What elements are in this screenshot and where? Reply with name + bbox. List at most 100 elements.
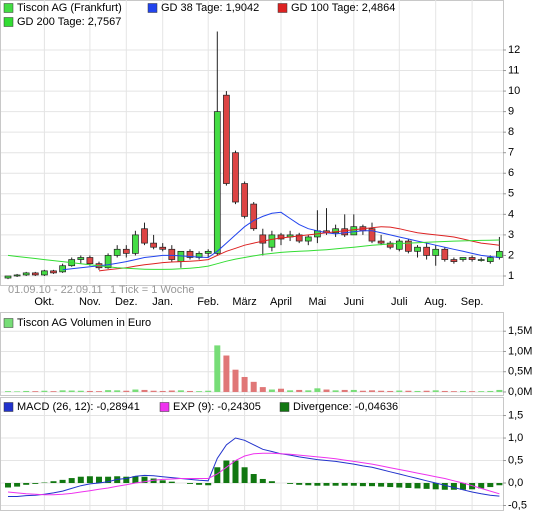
volume-bar — [305, 390, 312, 392]
divergence-bar — [496, 483, 503, 486]
volume-bar — [150, 390, 157, 392]
candle-body — [132, 234, 139, 254]
volume-bar — [187, 390, 193, 392]
divergence-bar — [460, 483, 466, 490]
volume-bar — [432, 390, 439, 392]
candle-body — [295, 234, 303, 242]
divergence-bar — [441, 483, 448, 490]
candle-body — [486, 257, 494, 262]
divergence-bar — [196, 483, 203, 485]
legend-label: MACD (26, 12): -0,28941 — [17, 401, 140, 413]
volume-bar — [14, 391, 21, 392]
volume-bar — [105, 390, 112, 392]
volume-bar — [86, 390, 93, 392]
divergence-bar — [168, 481, 175, 484]
candle-body — [232, 152, 239, 203]
candle-body — [31, 272, 39, 276]
y-tick-label: 8 — [508, 126, 514, 138]
volume-bar — [268, 389, 275, 392]
volume-bar — [359, 390, 366, 392]
divergence-bar — [86, 476, 93, 484]
divergence-bar — [59, 479, 66, 484]
volume-bar — [141, 389, 148, 392]
volume-bar — [168, 390, 175, 392]
divergence-bar — [241, 467, 248, 484]
divergence-bar — [369, 483, 375, 487]
candle-body — [441, 248, 449, 260]
volume-bar — [287, 390, 294, 392]
divergence-bar — [305, 483, 312, 486]
volume-bar — [50, 391, 57, 392]
candle-body — [150, 242, 157, 248]
volume-bar — [223, 355, 230, 392]
y-tick-label: 11 — [508, 64, 519, 76]
volume-bar — [414, 390, 421, 392]
volume-bar — [396, 390, 403, 392]
divergence-bar — [268, 481, 275, 484]
divergence-bar — [96, 476, 102, 484]
divergence-bar — [14, 483, 21, 487]
divergence-bar — [387, 483, 394, 488]
divergence-bar — [132, 476, 139, 484]
y-tick-label: 1,5M — [508, 325, 532, 337]
x-tick-label: Feb. — [197, 296, 219, 308]
candle-body — [204, 250, 212, 254]
divergence-bar — [105, 476, 112, 484]
candle-body — [304, 236, 312, 242]
line — [7, 452, 500, 496]
legend-swatch — [3, 17, 14, 27]
y-tick-label: 10 — [508, 85, 520, 97]
divergence-bar — [341, 483, 348, 486]
legend-label: GD 200 Tage: 2,7567 — [17, 16, 121, 28]
candle-body — [186, 250, 194, 258]
volume-bar — [450, 391, 457, 392]
volume-bar — [250, 381, 257, 392]
legend-label: EXP (9): -0,24305 — [173, 401, 261, 413]
candle-body — [159, 246, 167, 250]
macd-panel — [0, 397, 504, 511]
candle-body — [477, 259, 485, 261]
divergence-bar — [450, 483, 457, 490]
divergence-bar — [332, 483, 339, 486]
divergence-bar — [187, 483, 193, 484]
divergence-bar — [32, 483, 39, 484]
y-tick-label: 1 — [508, 270, 514, 282]
x-tick-label: Mai — [309, 296, 327, 308]
volume-bar — [441, 390, 448, 392]
legend-swatch — [3, 3, 14, 13]
annotation: 01.09.10 - 22.09.11 — [8, 284, 103, 296]
candle-body — [241, 183, 248, 217]
y-tick-label: 1,0 — [508, 432, 523, 444]
candle-body — [377, 240, 385, 244]
x-tick-label: Aug. — [424, 296, 447, 308]
divergence-bar — [259, 478, 266, 484]
divergence-bar — [250, 474, 257, 484]
volume-bar — [5, 391, 11, 392]
divergence-bar — [487, 483, 494, 488]
line — [62, 211, 500, 271]
volume-bar — [214, 345, 221, 392]
volume-bar — [478, 391, 485, 392]
candle-body — [250, 203, 258, 230]
volume-bar — [350, 389, 357, 392]
candle-body — [350, 226, 358, 236]
candle-body — [213, 111, 221, 254]
volume-bar — [96, 391, 102, 392]
volume-bar — [341, 389, 348, 392]
legend-swatch — [279, 402, 290, 412]
volume-bar — [241, 376, 248, 392]
divergence-bar — [159, 480, 166, 484]
volume-bar — [205, 390, 212, 392]
y-tick-label: 4 — [508, 208, 514, 220]
candle-body — [50, 270, 57, 274]
volume-bar — [59, 390, 66, 392]
legend-label: Tiscon AG Volumen in Euro — [17, 317, 151, 329]
y-tick-label: 0,0M — [508, 386, 532, 398]
x-tick-label: April — [270, 296, 292, 308]
volume-bar — [159, 390, 166, 392]
y-tick-label: 5 — [508, 188, 514, 200]
volume-bar — [132, 389, 139, 392]
y-tick-label: 6 — [508, 167, 514, 179]
divergence-bar — [405, 483, 412, 488]
